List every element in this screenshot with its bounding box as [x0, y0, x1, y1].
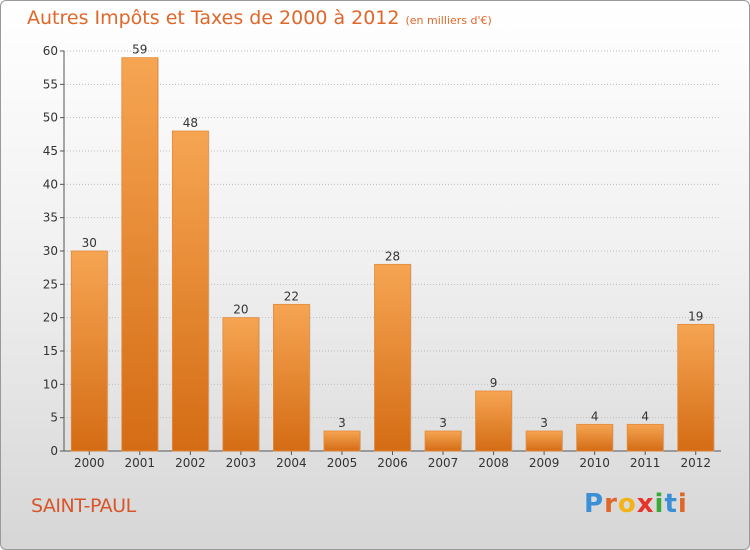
x-tick-label: 2006 [377, 456, 408, 470]
x-tick-label: 2010 [579, 456, 610, 470]
data-label: 3 [439, 416, 447, 430]
bar-2011 [626, 423, 664, 452]
y-tick-label: 50 [43, 111, 58, 125]
logo-letter: i [677, 489, 688, 519]
data-label: 28 [385, 249, 400, 263]
bar-2004 [273, 303, 310, 452]
x-tick-label: 2008 [478, 456, 509, 470]
logo-letter: t [664, 489, 678, 519]
x-tick-label: 2000 [74, 456, 105, 470]
bar-2009 [525, 430, 563, 452]
chart-title: Autres Impôts et Taxes de 2000 à 2012 [27, 7, 400, 29]
bar-2008 [475, 390, 512, 452]
bar-2005 [323, 430, 361, 452]
data-label: 3 [540, 416, 548, 430]
data-label: 48 [183, 116, 198, 130]
y-tick-label: 5 [50, 411, 58, 425]
logo-letter: r [604, 489, 618, 519]
bar-2003 [222, 317, 260, 452]
bar-2001 [121, 57, 159, 452]
data-label: 59 [132, 43, 147, 57]
axes: 0 5 10 15 20 25 30 35 40 45 50 55 60 2000 2001 2002 2003… [43, 44, 721, 470]
y-tick-label: 10 [43, 377, 58, 391]
y-tick-label: 15 [43, 344, 58, 358]
data-label: 4 [591, 409, 599, 423]
commune-name: SAINT-PAUL [31, 495, 136, 517]
x-tick-label: 2009 [529, 456, 560, 470]
bar-2007 [424, 430, 462, 452]
y-tick-label: 60 [43, 44, 58, 58]
data-labels: 30 59 48 20 22 3 28 3 9 3 4 4 19 [82, 43, 704, 430]
bar-2000 [70, 250, 108, 452]
y-tick-label: 30 [43, 244, 58, 258]
data-label: 3 [338, 416, 346, 430]
y-tick-label: 45 [43, 144, 58, 158]
x-tick-label: 2011 [630, 456, 661, 470]
data-label: 20 [233, 303, 248, 317]
y-tick-label: 55 [43, 77, 58, 91]
data-label: 19 [688, 309, 703, 323]
logo-letter: i [654, 489, 665, 519]
data-label: 30 [82, 236, 97, 250]
x-tick-label: 2003 [226, 456, 257, 470]
x-tick-label: 2005 [327, 456, 358, 470]
chart-subtitle: (en milliers d'€) [405, 14, 492, 27]
bars [70, 57, 715, 452]
bar-2002 [171, 130, 209, 452]
y-tick-label: 40 [43, 177, 58, 191]
logo-letter: x [636, 489, 655, 519]
y-tick-label: 25 [43, 277, 58, 291]
x-tick-label: 2007 [428, 456, 459, 470]
data-label: 4 [641, 409, 649, 423]
data-label: 9 [490, 376, 498, 390]
y-tick-label: 0 [50, 444, 58, 458]
x-tick-label: 2001 [125, 456, 156, 470]
logo-letter: P [584, 489, 605, 519]
bar-2010 [576, 423, 614, 452]
proxiti-logo: Proxiti [584, 489, 688, 519]
logo-letter: o [617, 489, 637, 519]
y-tick-label: 20 [43, 311, 58, 325]
bar-2012 [677, 323, 715, 452]
x-tick-label: 2002 [175, 456, 206, 470]
data-label: 22 [284, 289, 299, 303]
y-tick-label: 35 [43, 211, 58, 225]
x-tick-label: 2004 [276, 456, 307, 470]
title-block: Autres Impôts et Taxes de 2000 à 2012 (en… [27, 7, 492, 29]
x-tick-label: 2012 [680, 456, 711, 470]
bar-2006 [374, 263, 411, 452]
